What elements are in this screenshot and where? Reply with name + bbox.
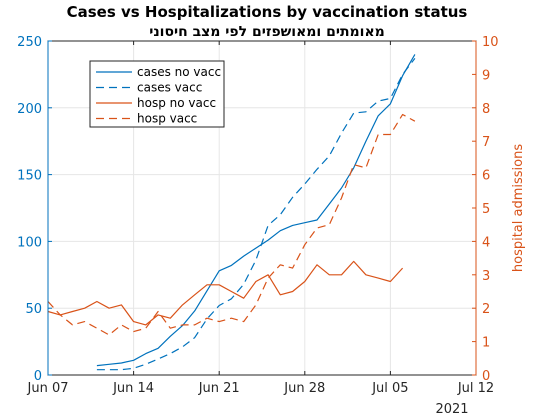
series-line-cases-no-vacc xyxy=(96,54,416,367)
y-tick-label-right: 2 xyxy=(482,302,490,317)
x-tick-label: Jun 14 xyxy=(112,381,154,396)
x-tick-label: Jun 28 xyxy=(283,381,325,396)
legend-entry: hosp no vacc xyxy=(137,96,216,110)
x-tick-label: Jul 05 xyxy=(371,381,408,396)
y-tick-label-right: 0 xyxy=(482,369,490,384)
y-tick-label-left: 150 xyxy=(17,169,42,184)
y-tick-label-right: 3 xyxy=(482,269,490,284)
chart-title: Cases vs Hospitalizations by vaccination… xyxy=(67,3,468,21)
y-tick-label-left: 100 xyxy=(17,235,42,250)
series-line-cases-vacc xyxy=(96,58,416,371)
y-tick-label-right: 1 xyxy=(482,336,490,351)
series-line-hosp-no-vacc xyxy=(47,260,404,326)
series-line-hosp-vacc xyxy=(47,113,416,336)
year-label: 2021 xyxy=(435,402,468,417)
y-tick-label-right: 4 xyxy=(482,235,490,250)
y-tick-label-right: 8 xyxy=(482,102,490,117)
y-tick-label-left: 200 xyxy=(17,102,42,117)
x-tick-label: Jun 07 xyxy=(27,381,69,396)
y-tick-label-right: 5 xyxy=(482,202,490,217)
y-axis-label-right: hospital admissions xyxy=(511,144,526,272)
axes: Jun 07 Jun 14 Jun 21 Jun 28 Jul 05 Jul 120501… xyxy=(17,35,498,396)
legend-entry: hosp vacc xyxy=(137,112,197,126)
legend-entry: cases no vacc xyxy=(137,65,221,79)
y-tick-label-left: 250 xyxy=(17,35,42,50)
y-tick-label-right: 6 xyxy=(482,169,490,184)
y-tick-label-right: 7 xyxy=(482,135,490,150)
y-tick-label-left: 0 xyxy=(34,369,42,384)
legend-entry: cases vacc xyxy=(137,81,202,95)
y-tick-label-right: 9 xyxy=(482,68,490,83)
x-tick-label: Jul 12 xyxy=(457,381,494,396)
chart-subtitle: מאומתים ומאושפזים לפי מצב חיסוני xyxy=(149,24,385,40)
y-tick-label-left: 50 xyxy=(25,302,42,317)
y-tick-label-right: 10 xyxy=(482,35,499,50)
x-tick-label: Jun 21 xyxy=(198,381,240,396)
series-layer xyxy=(47,54,416,371)
